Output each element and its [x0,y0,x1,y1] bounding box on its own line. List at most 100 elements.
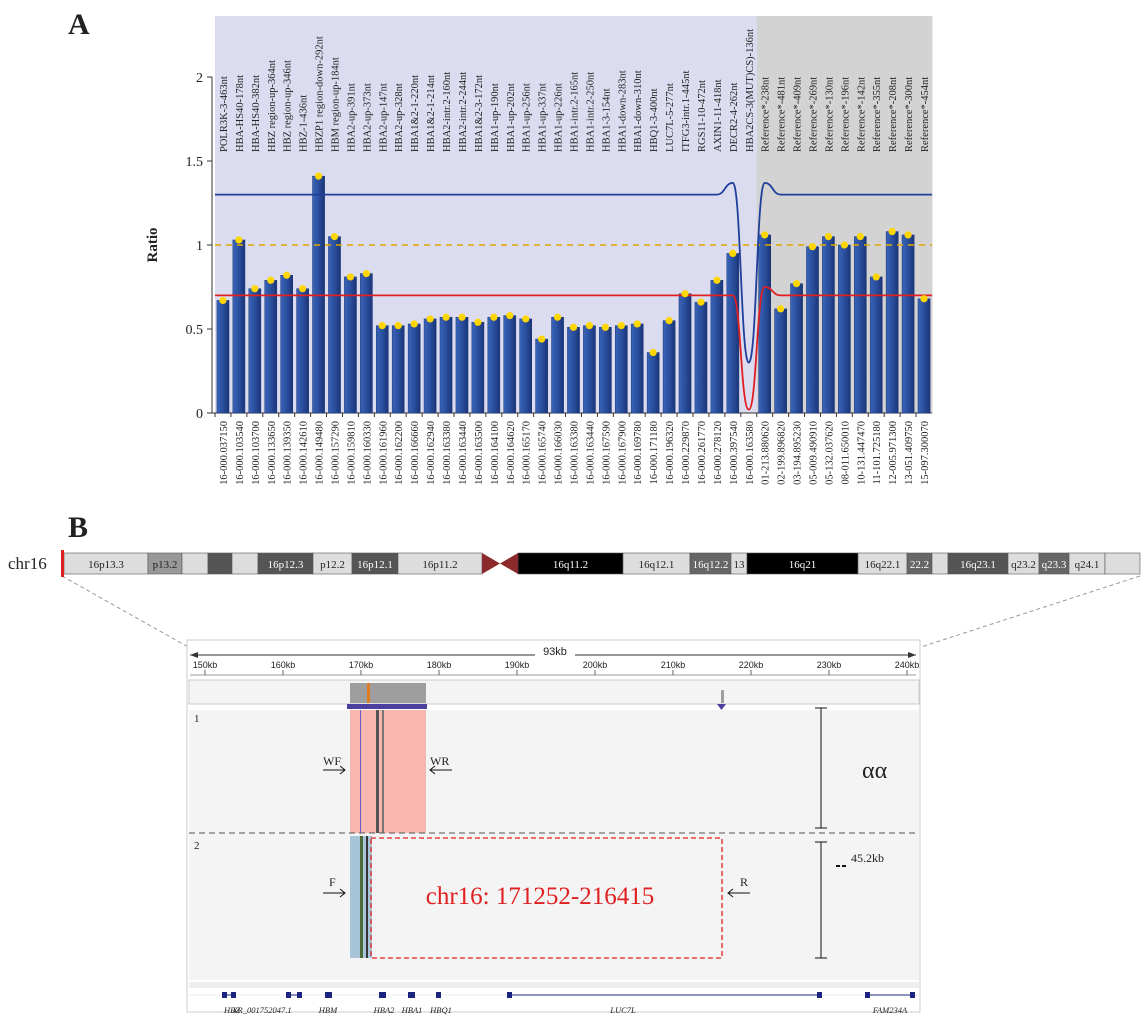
probe-label: ITFG3-intr.1-445nt [681,71,692,152]
primer-label: R [740,875,748,889]
bar [806,247,818,413]
band-label: 16q11.2 [553,559,588,571]
probe-label: HBA1-up-256nt [522,83,533,152]
band-label: 16q22.1 [865,559,901,571]
y-axis-label: Ratio [145,228,161,263]
gene-label: LUC7L [609,1005,636,1015]
bar [376,326,388,413]
track-label: 2 [194,840,200,852]
x-tick-label: 16-000.162200 [394,421,405,485]
probe-label: HBA2-up-391nt [346,83,357,152]
bar [536,339,548,413]
bar-marker [506,312,513,319]
probe-label: HBM region-up-184nt [331,57,342,152]
bar [520,319,532,413]
x-tick-label: 15-097.300070 [920,421,931,485]
x-tick-label: 16-000.165170 [522,421,533,485]
gene-exon [231,992,236,998]
bar [870,277,882,413]
band-label: 16q12.1 [639,559,675,571]
bar-marker [602,324,609,331]
bar [822,237,834,413]
bar [615,326,627,413]
x-tick-label: 16-000.163440 [585,421,596,485]
band-label: 16p12.3 [268,559,304,571]
bar [233,240,245,413]
bar-marker [395,322,402,329]
gene-exon [381,992,386,998]
coverage [721,690,724,703]
x-tick-label: 01-213.880620 [761,421,772,485]
probe-label: HBA1-down-310nt [633,70,644,152]
probe-label: HBA1-3-154nt [601,88,612,152]
read-line [360,836,363,958]
probe-label: HBZ region-up-346nt [283,60,294,152]
bar-marker [920,295,927,302]
gene-exon [817,992,822,998]
band-label: 16q21 [789,559,817,571]
probe-label: HBA1-up-202nt [506,83,517,152]
coverage-track [189,680,919,704]
bar [902,235,914,413]
x-tick-label: 16-000.164100 [490,421,501,485]
chromosome-band [232,553,258,574]
x-tick-label: 16-000.160330 [362,421,373,485]
panel-label: B [68,511,88,544]
band-label: q23.2 [1011,559,1036,571]
x-tick-label: 16-000.163500 [474,421,485,485]
probe-label: Reference*-409nt [793,77,804,152]
bar-marker [793,280,800,287]
x-tick-label: 05-132.037620 [824,421,835,485]
probe-label: DECR2-4-262nt [729,83,740,152]
bar [679,294,691,413]
x-tick-label: 16-000.163380 [570,421,581,485]
bar-marker [299,285,306,292]
x-tick-label: 16-000.037150 [219,421,230,485]
probe-label: RGS11-10-472nt [697,80,708,152]
x-tick-label: 16-000.397540 [729,421,740,485]
read-line [366,836,368,958]
ruler-label: 200kb [583,660,608,670]
y-tick-label: 0 [196,407,203,422]
x-tick-label: 16-000.166660 [410,421,421,485]
bar-marker [442,314,449,321]
gene-track-top [189,982,919,988]
chromosome-band [932,553,948,574]
bar-marker [777,305,784,312]
bar [791,284,803,413]
reads-1 [350,710,426,833]
probe-label: HBA2-up-147nt [378,83,389,152]
bar [918,299,930,413]
y-tick-label: 0.5 [186,323,204,338]
probe-label: HBZ region-up-364nt [267,60,278,152]
ruler-label: 210kb [661,660,686,670]
bar-marker [873,273,880,280]
bar-marker [251,285,258,292]
gene-label: HBA2 [373,1005,396,1015]
bar [854,237,866,413]
band-label: 16p13.3 [88,559,124,571]
deletion-size: 45.2kb [851,851,884,865]
deletion-label: chr16: 171252-216415 [426,883,654,910]
x-tick-label: 16-000.142610 [299,421,310,485]
probe-label: HBA1-up-337nt [538,83,549,152]
tracks-bg [189,710,919,980]
bar [456,317,468,413]
probe-label: HBZP1 region-down-292nt [315,36,326,152]
x-tick-label: 16-000.161960 [378,421,389,485]
bar [695,302,707,413]
probe-label: LUC7L-5-277nt [665,83,676,152]
bar [567,327,579,413]
primer-label: WF [323,754,341,768]
bar-marker [538,335,545,342]
ruler-label: 150kb [193,660,218,670]
bar-marker [761,231,768,238]
probe-label: HBA1-intr.2-165nt [570,72,581,152]
band-label: q24.1 [1075,559,1100,571]
bar [599,327,611,413]
probe-label: HBA1-up-190nt [490,83,501,152]
x-tick-label: 16-000.169780 [633,421,644,485]
band-label: q23.3 [1042,559,1067,571]
gene-label: HBQ1 [429,1005,452,1015]
chromosome-band [208,553,232,574]
